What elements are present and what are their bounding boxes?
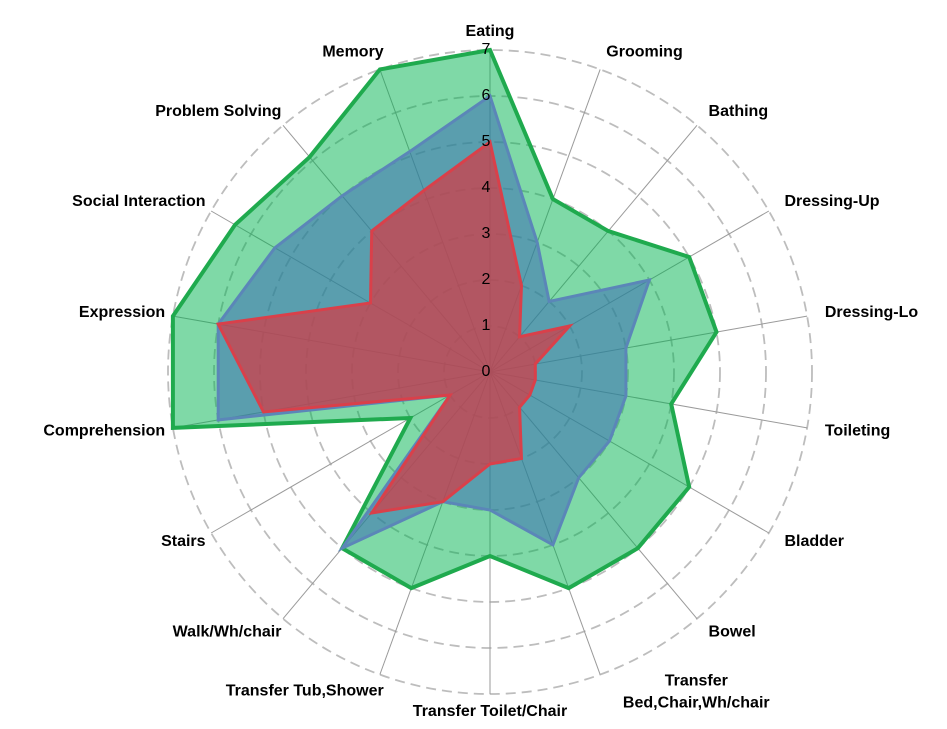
category-label: Transfer Bed,Chair,Wh/chair (623, 673, 770, 712)
category-label: Bowel (709, 624, 756, 641)
category-label: Expression (79, 304, 165, 321)
category-label: Grooming (606, 44, 682, 61)
r-tick-label: 3 (482, 225, 491, 242)
r-tick-label: 6 (482, 87, 491, 104)
r-tick-label: 2 (482, 271, 491, 288)
r-tick-label: 4 (482, 179, 491, 196)
category-label: Stairs (161, 533, 206, 550)
category-label: Comprehension (43, 422, 165, 439)
category-label: Dressing-Up (784, 193, 879, 210)
r-tick-label: 5 (482, 133, 491, 150)
category-label: Bladder (784, 533, 844, 550)
category-label: Memory (322, 44, 383, 61)
category-label: Toileting (825, 422, 890, 439)
r-tick-label: 1 (482, 317, 491, 334)
r-tick-label: 7 (482, 41, 491, 58)
category-label: Transfer Toilet/Chair (413, 703, 567, 720)
category-label: Problem Solving (155, 103, 281, 120)
category-label: Social Interaction (72, 193, 205, 210)
r-tick-label: 0 (482, 363, 491, 380)
category-label: Transfer Tub,Shower (226, 683, 384, 700)
category-label: Eating (466, 23, 515, 40)
category-label: Walk/Wh/chair (173, 624, 282, 641)
series-area (215, 139, 574, 515)
category-label: Dressing-Lo (825, 304, 919, 321)
category-label: Bathing (709, 103, 769, 120)
